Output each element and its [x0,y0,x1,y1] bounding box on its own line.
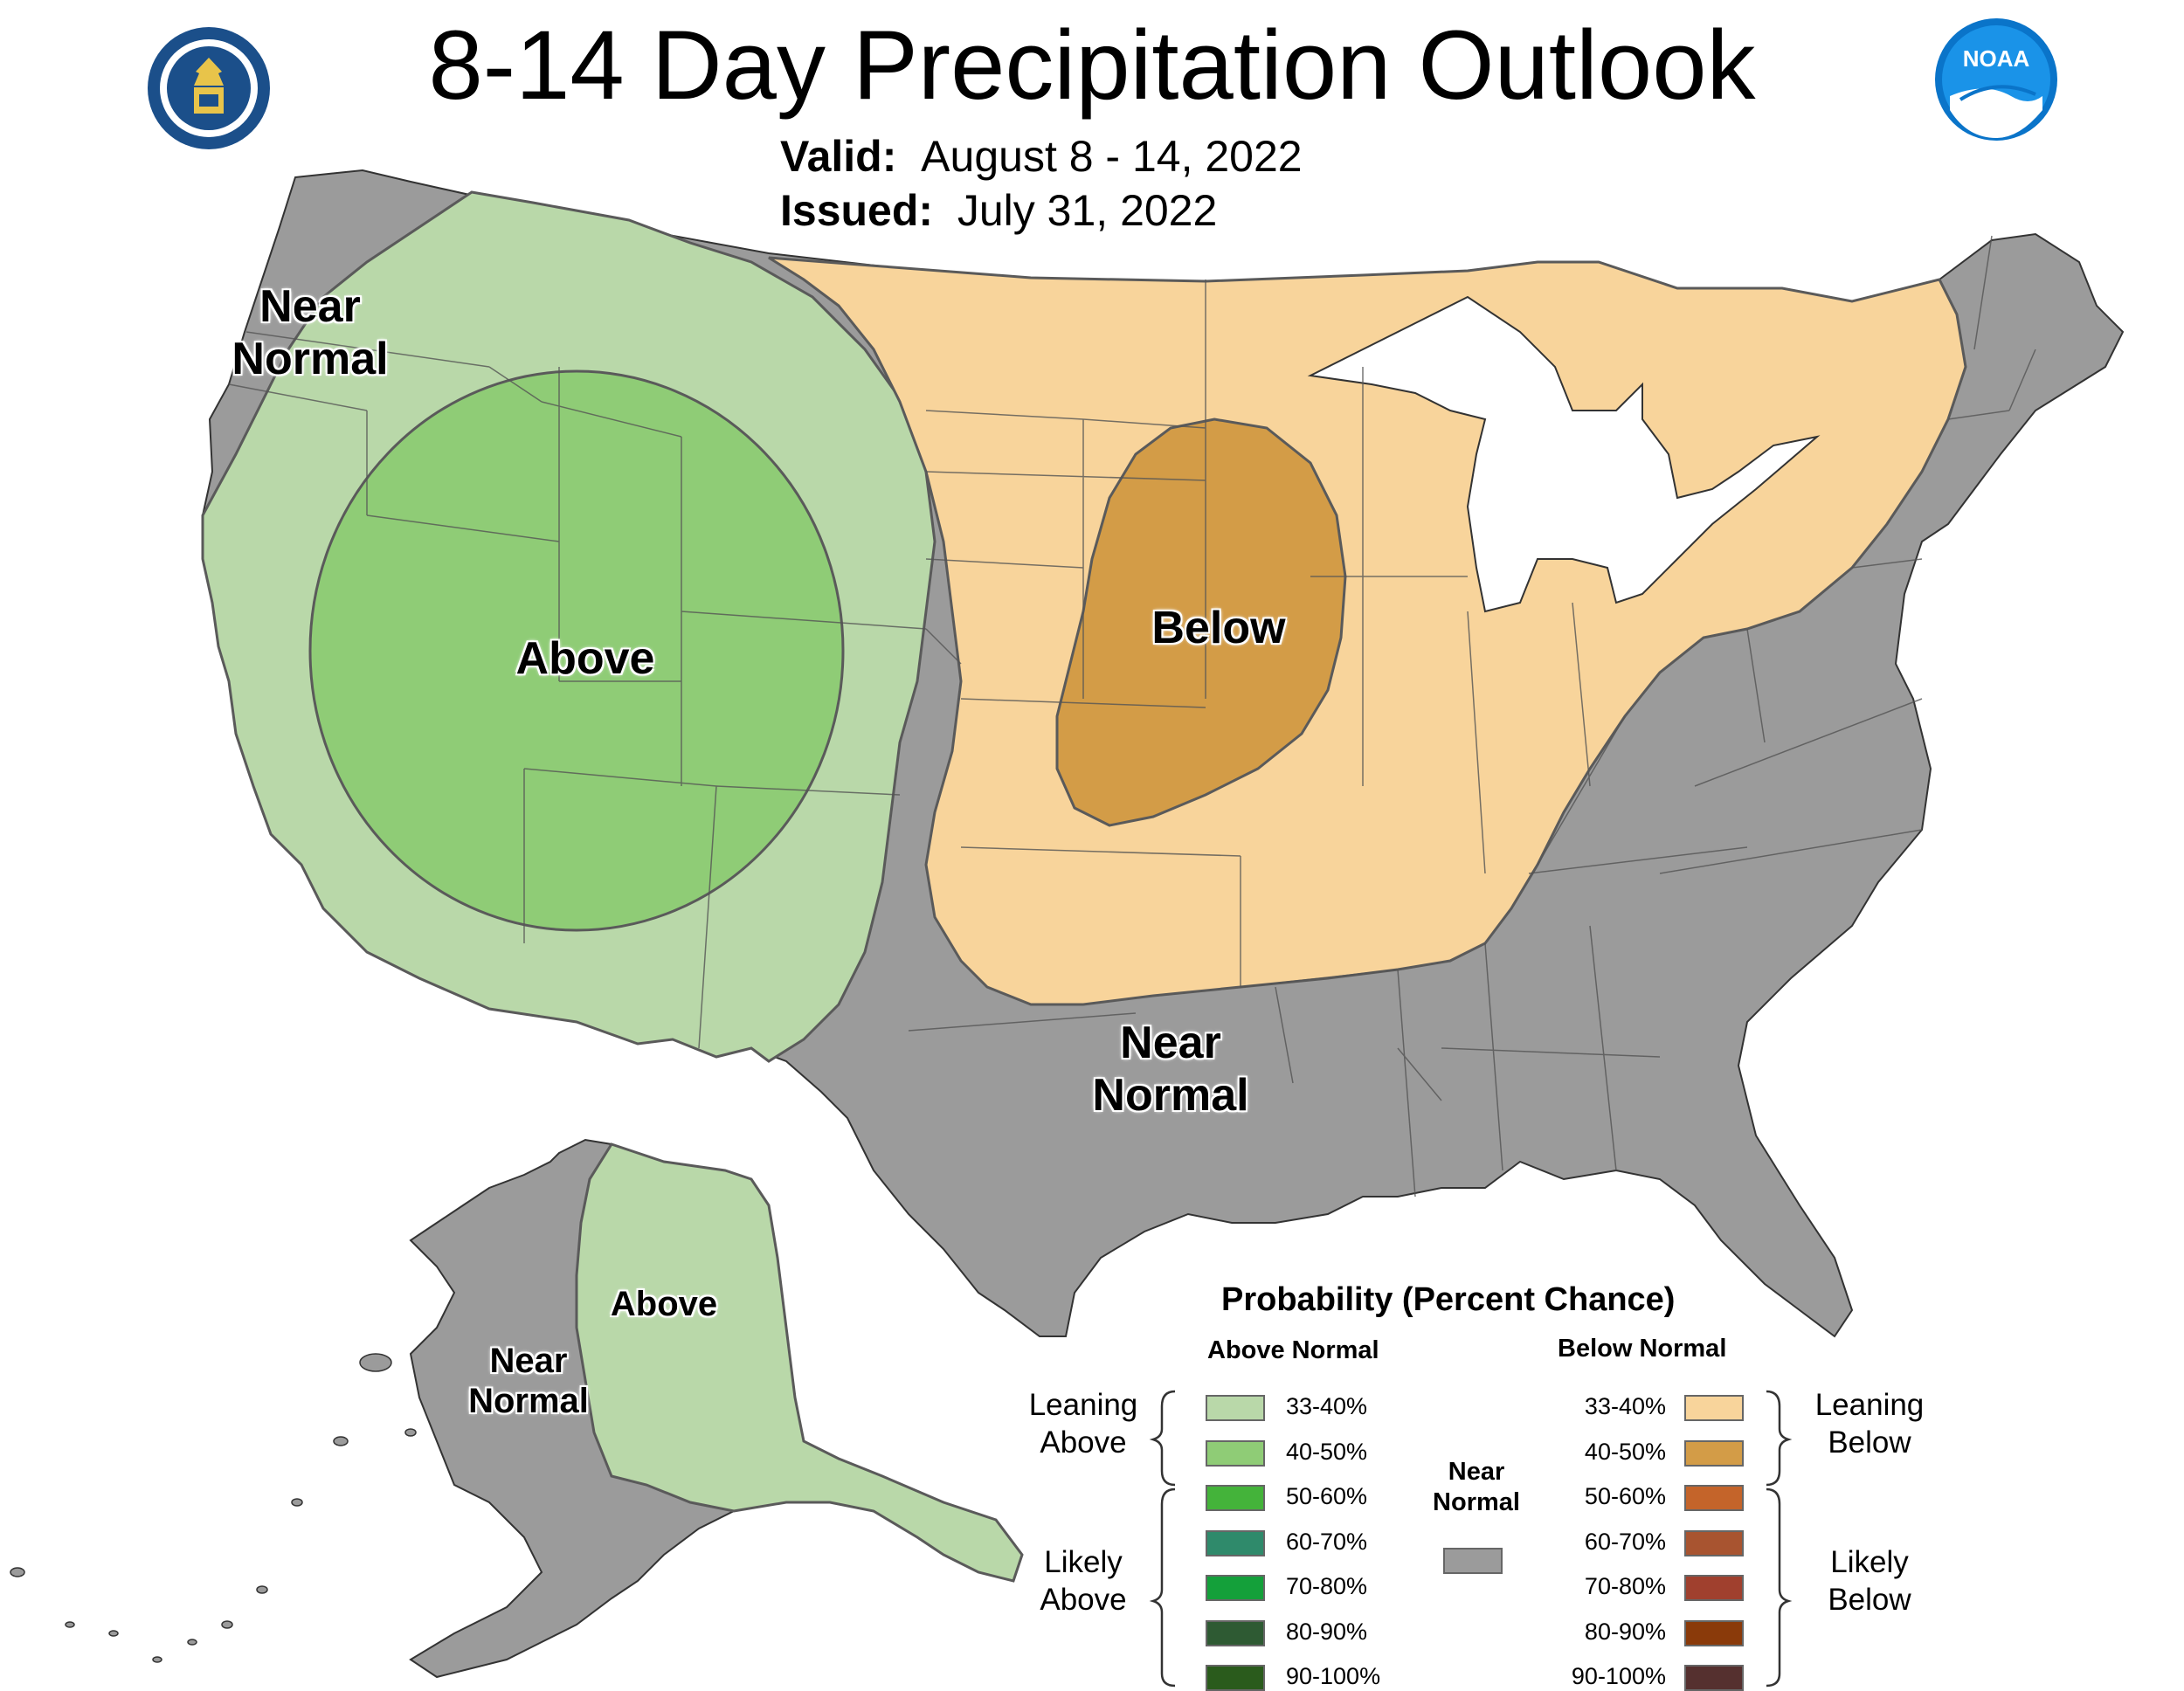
leaning-below-area [768,256,1967,1006]
legend-below-item-label: 70-80% [1584,1573,1666,1599]
legend-below-item-swatch [1684,1619,1744,1646]
legend-below-item-label: 40-50% [1584,1438,1666,1465]
region-label-alaska-west: Near Normal [468,1342,589,1420]
issued-value: July 31, 2022 [957,186,1218,235]
region-label-central: Below [1151,603,1286,653]
legend-above-item-label: 90-100% [1286,1663,1381,1689]
legend-below-item-label: 50-60% [1584,1483,1666,1509]
page-title: 8-14 Day Precipitation Outlook [428,10,1756,120]
legend-above-item-label: 60-70% [1286,1528,1368,1555]
legend-below-item-swatch [1684,1395,1744,1421]
legend-below-item-label: 80-90% [1584,1618,1666,1645]
legend-below-item-swatch [1684,1529,1744,1556]
legend-above-item-label: 40-50% [1286,1438,1368,1465]
legend-above-item-swatch [1206,1395,1265,1421]
legend-leaning-above: Leaning Above [1028,1388,1138,1460]
legend-below-item-swatch [1684,1575,1744,1601]
legend-above-item-swatch [1206,1485,1265,1511]
state-boundaries [228,235,2036,1198]
legend-leaning-below: Leaning Below [1814,1388,1925,1460]
legend-above-item-swatch [1206,1529,1265,1556]
issued-row: Issued: July 31, 2022 [780,185,1217,236]
legend-likely-below: Likely Below [1828,1545,1911,1617]
legend-title: Probability (Percent Chance) [1221,1281,1676,1318]
alaska-leaning-above-area [575,1142,1024,1583]
valid-value: August 8 - 14, 2022 [921,132,1303,181]
region-label-south: Near Normal [1092,1018,1249,1121]
valid-label: Valid: [780,132,897,181]
legend-near-normal: Near Normal [1433,1458,1520,1517]
legend-above-item-label: 70-80% [1286,1573,1368,1599]
noaa-logo: NOAA [1932,16,2060,143]
legend-above-header: Above Normal [1207,1336,1379,1364]
legend-below-item-label: 90-100% [1571,1663,1666,1689]
legend-below-item-label: 33-40% [1584,1393,1666,1419]
legend-above-item-label: 33-40% [1286,1393,1368,1419]
below-40-50-area [1055,418,1347,827]
legend-above-item-label: 80-90% [1286,1618,1368,1645]
valid-row: Valid: August 8 - 14, 2022 [780,131,1303,182]
legend-above-item-swatch [1206,1439,1265,1467]
legend-above-item-swatch [1206,1575,1265,1601]
legend-below-item-swatch [1684,1439,1744,1467]
aleutian-islands [10,1353,417,1663]
legend-above-item-swatch [1206,1619,1265,1646]
region-label-alaska-east: Above [610,1285,718,1323]
legend-below-item-swatch [1684,1485,1744,1511]
above-40-50-area [308,369,845,932]
legend-near-normal-swatch [1443,1548,1503,1574]
legend-above-item-label: 50-60% [1286,1483,1368,1509]
legend-below-header: Below Normal [1558,1335,1727,1363]
region-label-west-coast: Near Normal [232,281,389,384]
commerce-seal-logo [145,24,273,152]
great-lakes-overlay [1307,295,1821,613]
noaa-logo-text: NOAA [1963,45,2030,72]
issued-label: Issued: [780,186,934,235]
legend-below-item-label: 60-70% [1584,1528,1666,1555]
legend-likely-above: Likely Above [1040,1545,1127,1617]
region-label-west-interior: Above [515,633,655,684]
